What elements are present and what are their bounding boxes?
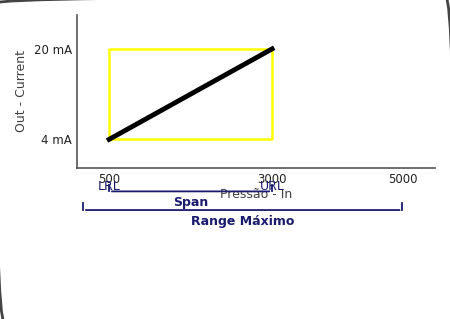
- X-axis label: Pressão - In: Pressão - In: [220, 188, 292, 201]
- Y-axis label: Out - Current: Out - Current: [15, 50, 28, 132]
- Text: URL: URL: [260, 180, 284, 193]
- Text: Span: Span: [173, 196, 208, 209]
- Text: LRL: LRL: [98, 180, 121, 193]
- Text: Range Máximo: Range Máximo: [191, 215, 294, 227]
